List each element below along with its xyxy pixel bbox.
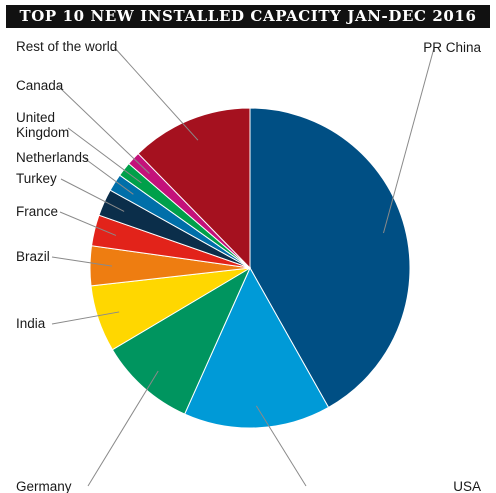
- slice-label-india: India: [16, 316, 46, 331]
- slice-label-turkey: Turkey: [16, 171, 57, 186]
- leader-line-india: [51, 311, 120, 325]
- pie-slice-rest-of-the-world: [137, 107, 251, 270]
- slice-label-rest-of-the-world: Rest of the world: [16, 39, 117, 54]
- slice-label-united-kingdom: United Kingdom: [16, 110, 69, 140]
- leader-line-united-kingdom: [67, 127, 142, 184]
- slice-label-brazil: Brazil: [16, 249, 50, 264]
- slice-labels: PR China USA Germany India Brazil France Turke…: [16, 39, 481, 493]
- pie-slices: [89, 107, 411, 429]
- leader-line-brazil: [51, 256, 113, 267]
- slice-label-netherlands: Netherlands: [16, 150, 89, 165]
- leader-line-netherlands: [83, 157, 134, 195]
- slice-label-france: France: [16, 204, 58, 219]
- leader-line-turkey: [60, 178, 125, 212]
- leader-line-germany: [87, 370, 159, 487]
- slice-label-canada: Canada: [16, 78, 64, 93]
- leader-line-canada: [57, 85, 150, 174]
- slice-label-usa: USA: [453, 479, 481, 493]
- leader-line-rest-of-the-world: [113, 46, 199, 141]
- leader-line-france: [59, 211, 117, 236]
- pie-slice-germany: [111, 266, 252, 415]
- slice-label-germany: Germany: [16, 479, 72, 493]
- chart-title: TOP 10 NEW INSTALLED CAPACITY JAN-DEC 20…: [6, 5, 490, 28]
- slice-label-pr-china: PR China: [423, 40, 481, 55]
- leader-line-pr-china: [383, 47, 435, 234]
- leader-lines: [51, 46, 435, 487]
- pie-slice-usa: [183, 266, 330, 429]
- leader-line-usa: [255, 405, 307, 487]
- pie-slice-pr-china: [249, 107, 411, 409]
